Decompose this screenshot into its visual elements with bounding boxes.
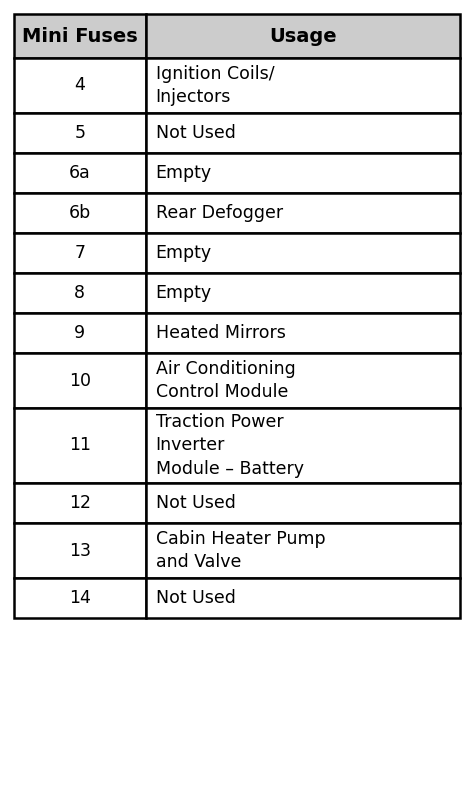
Text: 13: 13 (69, 542, 91, 559)
Text: Cabin Heater Pump
and Valve: Cabin Heater Pump and Valve (155, 530, 325, 571)
Text: Empty: Empty (155, 164, 212, 182)
Text: Rear Defogger: Rear Defogger (155, 204, 283, 222)
Text: 4: 4 (74, 77, 85, 94)
Bar (146, 193, 460, 233)
Bar (146, 353, 460, 408)
Text: 10: 10 (69, 372, 91, 389)
Text: Not Used: Not Used (155, 589, 236, 607)
Bar (14, 578, 146, 618)
Text: 12: 12 (69, 494, 91, 512)
Bar (146, 58, 460, 113)
Bar (146, 313, 460, 353)
Bar (146, 523, 460, 578)
Bar (14, 353, 146, 408)
Bar (146, 408, 460, 483)
Bar (14, 483, 146, 523)
Bar (14, 153, 146, 193)
Bar (14, 113, 146, 153)
Bar (14, 193, 146, 233)
Bar (146, 153, 460, 193)
Text: Not Used: Not Used (155, 124, 236, 142)
Text: Empty: Empty (155, 244, 212, 262)
Bar (14, 523, 146, 578)
Bar (14, 14, 146, 58)
Text: Empty: Empty (155, 284, 212, 302)
Text: 7: 7 (74, 244, 85, 262)
Bar (14, 273, 146, 313)
Bar (146, 483, 460, 523)
Text: Mini Fuses: Mini Fuses (22, 26, 137, 46)
Bar (146, 113, 460, 153)
Bar (14, 58, 146, 113)
Bar (146, 233, 460, 273)
Text: 6a: 6a (69, 164, 91, 182)
Text: 9: 9 (74, 324, 85, 342)
Text: Traction Power
Inverter
Module – Battery: Traction Power Inverter Module – Battery (155, 413, 303, 478)
Text: 8: 8 (74, 284, 85, 302)
Text: Usage: Usage (269, 26, 337, 46)
Text: Not Used: Not Used (155, 494, 236, 512)
Bar (14, 408, 146, 483)
Bar (146, 273, 460, 313)
Text: 14: 14 (69, 589, 91, 607)
Text: Heated Mirrors: Heated Mirrors (155, 324, 285, 342)
Text: 11: 11 (69, 436, 91, 455)
Text: Ignition Coils/
Injectors: Ignition Coils/ Injectors (155, 65, 274, 106)
Bar (146, 578, 460, 618)
Text: 5: 5 (74, 124, 85, 142)
Text: 6b: 6b (69, 204, 91, 222)
Bar (14, 313, 146, 353)
Text: Air Conditioning
Control Module: Air Conditioning Control Module (155, 360, 295, 401)
Bar (14, 233, 146, 273)
Bar (146, 14, 460, 58)
